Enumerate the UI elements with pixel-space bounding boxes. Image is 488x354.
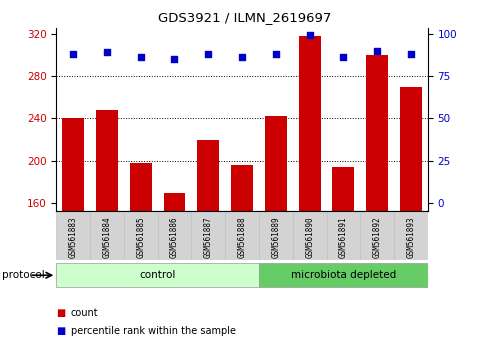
Bar [366,55,387,211]
Bar [259,263,427,287]
Point [305,33,313,38]
Text: GSM561886: GSM561886 [170,216,179,258]
Bar [96,110,118,211]
Bar [326,212,360,260]
Text: control: control [139,270,175,280]
Bar [259,212,292,260]
Text: ■: ■ [56,326,65,336]
Text: percentile rank within the sample: percentile rank within the sample [71,326,235,336]
Bar [231,165,252,211]
Point [238,55,245,60]
Point [69,51,77,57]
Point [137,55,144,60]
Text: GSM561890: GSM561890 [305,216,313,258]
Bar [191,212,224,260]
Bar [56,263,259,287]
Bar [360,212,393,260]
Text: ■: ■ [56,308,65,318]
Bar [298,36,320,211]
Text: GSM561883: GSM561883 [68,216,78,258]
Bar [393,212,427,260]
Point [372,48,380,53]
Point [406,51,414,57]
Bar [292,212,326,260]
Point [170,56,178,62]
Text: GSM561889: GSM561889 [271,216,280,258]
Text: GSM561892: GSM561892 [372,216,381,258]
Text: count: count [71,308,98,318]
Bar [123,212,157,260]
Text: microbiota depleted: microbiota depleted [290,270,395,280]
Bar [224,212,259,260]
Bar [264,116,286,211]
Bar [90,212,123,260]
Text: protocol: protocol [2,270,45,280]
Bar [129,163,151,211]
Text: GSM561891: GSM561891 [338,216,347,258]
Bar [56,212,90,260]
Bar [62,119,84,211]
Bar [332,167,354,211]
Text: GSM561884: GSM561884 [102,216,111,258]
Bar [399,87,421,211]
Text: GSM561888: GSM561888 [237,216,246,258]
Text: GSM561887: GSM561887 [203,216,212,258]
Text: GSM561885: GSM561885 [136,216,145,258]
Bar [163,193,185,211]
Text: GSM561893: GSM561893 [406,216,415,258]
Point [204,51,212,57]
Bar [157,212,191,260]
Text: GDS3921 / ILMN_2619697: GDS3921 / ILMN_2619697 [158,11,330,24]
Point [103,50,111,55]
Bar [197,139,219,211]
Point [339,55,346,60]
Point [271,51,279,57]
